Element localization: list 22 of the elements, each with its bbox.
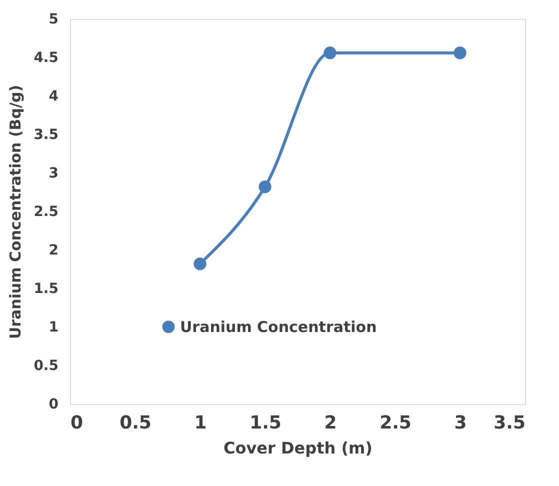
x-tick-label: 2.5 <box>380 412 412 434</box>
y-tick-label: 5 <box>48 12 58 28</box>
y-tick-label: 3 <box>48 166 58 182</box>
x-tick-label: 0.5 <box>120 412 152 434</box>
y-axis-title: Uranium Concentration (Bq/g) <box>6 84 25 340</box>
x-tick-label: 3.5 <box>494 412 526 434</box>
y-tick-label: 1 <box>48 320 58 336</box>
x-tick-label: 1.5 <box>250 412 282 434</box>
y-tick-label: 0.5 <box>34 358 58 374</box>
y-tick-label: 2.5 <box>34 204 58 220</box>
y-tick-label: 2 <box>48 242 58 258</box>
y-tick-label: 0 <box>48 396 59 412</box>
y-tick-label: 1.5 <box>34 281 58 297</box>
x-axis-title: Cover Depth (m) <box>224 438 372 458</box>
x-tick-label: 0 <box>70 412 84 434</box>
x-tick-label: 3 <box>454 412 467 434</box>
x-tick-label: 2 <box>324 412 337 434</box>
legend-label: Uranium Concentration <box>180 318 377 336</box>
y-tick-label: 3.5 <box>34 127 58 143</box>
y-tick-label: 4 <box>48 88 59 104</box>
x-tick-label: 1 <box>194 412 207 434</box>
y-tick-label: 4.5 <box>34 50 58 66</box>
